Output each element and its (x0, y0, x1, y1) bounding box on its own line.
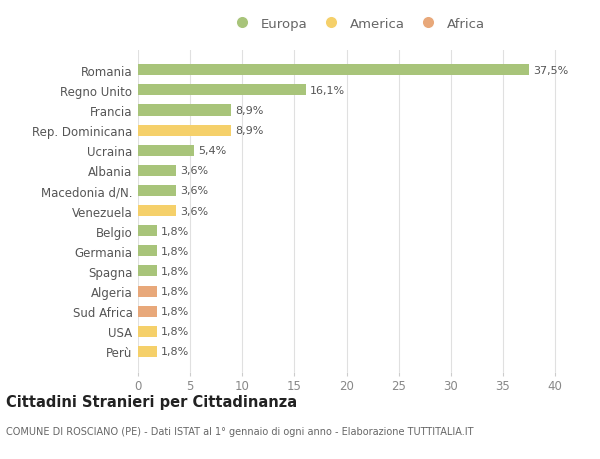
Bar (138, 346, 157, 357)
Legend: Europa, America, Africa: Europa, America, Africa (226, 15, 488, 34)
Text: 1,8%: 1,8% (161, 246, 189, 256)
Text: 8,9%: 8,9% (235, 126, 263, 136)
Text: 3,6%: 3,6% (180, 206, 208, 216)
Bar (138, 326, 157, 337)
Bar (138, 246, 157, 257)
Text: 5,4%: 5,4% (199, 146, 227, 156)
Text: 1,8%: 1,8% (161, 327, 189, 336)
Text: 1,8%: 1,8% (161, 286, 189, 297)
Text: 16,1%: 16,1% (310, 86, 345, 95)
Text: Cittadini Stranieri per Cittadinanza: Cittadini Stranieri per Cittadinanza (6, 394, 297, 409)
Bar (138, 65, 529, 76)
Text: 3,6%: 3,6% (180, 166, 208, 176)
Bar (138, 146, 194, 157)
Bar (138, 306, 157, 317)
Bar (138, 165, 176, 177)
Bar (138, 226, 157, 237)
Text: COMUNE DI ROSCIANO (PE) - Dati ISTAT al 1° gennaio di ogni anno - Elaborazione T: COMUNE DI ROSCIANO (PE) - Dati ISTAT al … (6, 426, 473, 436)
Text: 8,9%: 8,9% (235, 106, 263, 116)
Bar (138, 125, 231, 136)
Text: 1,8%: 1,8% (161, 307, 189, 317)
Text: 3,6%: 3,6% (180, 186, 208, 196)
Bar (138, 105, 231, 116)
Text: 1,8%: 1,8% (161, 226, 189, 236)
Text: 37,5%: 37,5% (533, 66, 568, 76)
Text: 1,8%: 1,8% (161, 266, 189, 276)
Bar (138, 206, 176, 217)
Bar (138, 85, 306, 96)
Bar (138, 286, 157, 297)
Text: 1,8%: 1,8% (161, 347, 189, 357)
Bar (138, 266, 157, 277)
Bar (138, 185, 176, 196)
